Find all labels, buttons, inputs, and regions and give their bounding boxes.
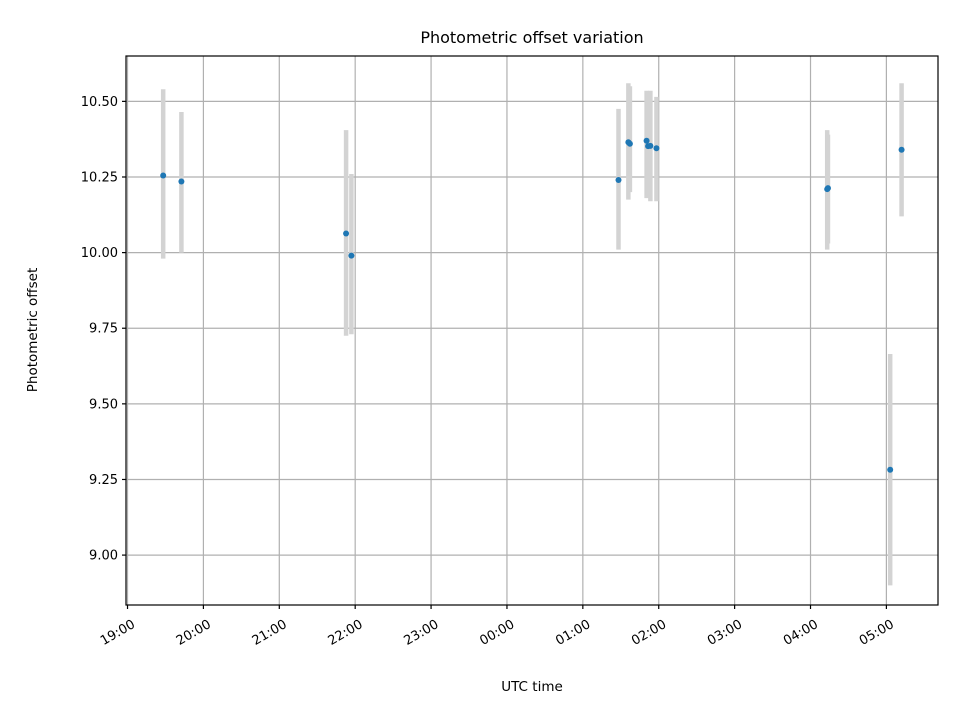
y-tick-label: 9.50 — [89, 397, 118, 412]
data-point — [824, 185, 831, 192]
data-point — [615, 177, 622, 184]
data-point — [178, 178, 185, 185]
data-point — [626, 140, 633, 147]
y-axis-label: Photometric offset — [25, 268, 41, 392]
y-tick-label: 9.75 — [89, 322, 118, 337]
point-layer — [160, 137, 905, 473]
data-point — [343, 230, 350, 237]
x-axis-label: UTC time — [501, 679, 563, 695]
data-point — [160, 172, 167, 179]
chart-title: Photometric offset variation — [420, 28, 643, 47]
data-point — [348, 252, 355, 259]
data-point — [653, 145, 660, 152]
data-point — [643, 137, 650, 144]
data-point — [898, 146, 905, 153]
y-tick-label: 9.25 — [89, 473, 118, 488]
plot-frame — [125, 55, 939, 606]
y-tick-label: 10.50 — [81, 95, 118, 110]
y-tick-label: 9.00 — [89, 549, 118, 564]
y-tick-label: 10.25 — [81, 170, 118, 185]
data-point — [647, 142, 654, 149]
y-tick-label: 10.00 — [81, 246, 118, 261]
data-point — [887, 466, 894, 473]
grid-layer — [126, 56, 938, 605]
